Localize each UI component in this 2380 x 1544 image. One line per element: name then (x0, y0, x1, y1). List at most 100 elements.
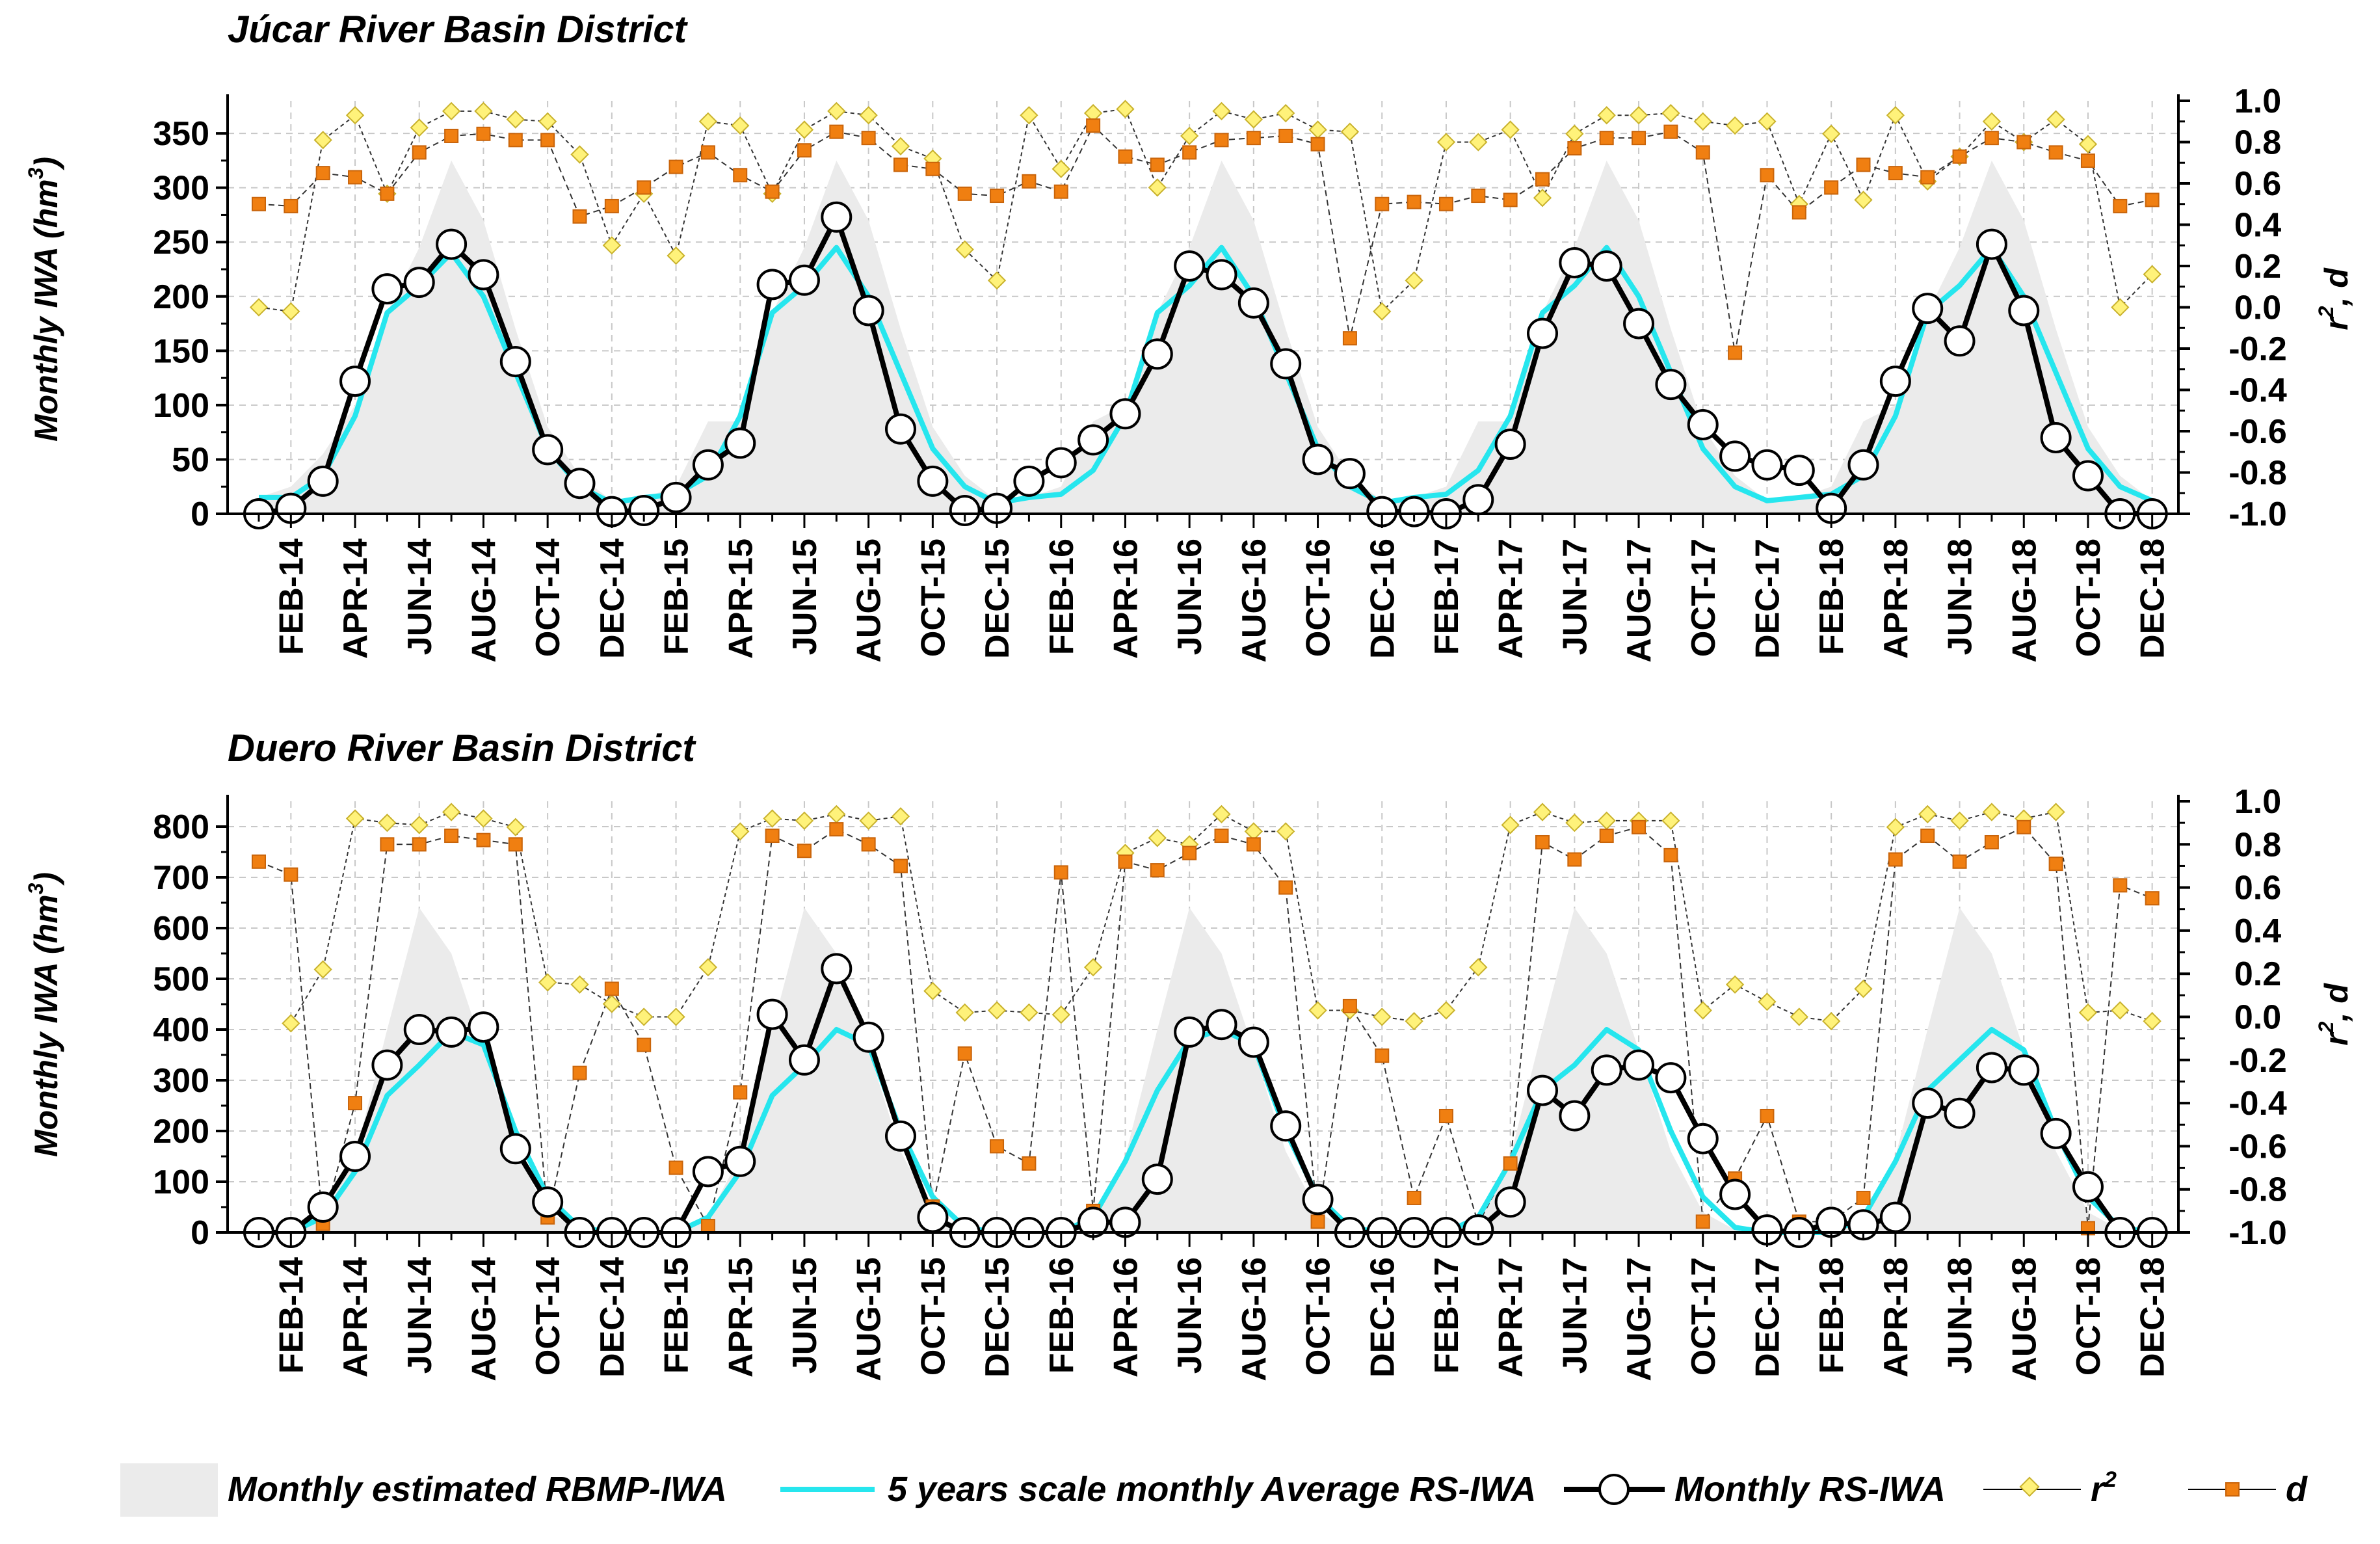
duero-rs-point-46 (1719, 1178, 1751, 1210)
jucar-rs-point-3 (339, 366, 371, 397)
jucar-xtick-label-12: FEB-16 (1043, 539, 1081, 655)
jucar-d-point-18 (829, 124, 844, 139)
jucar-r2-point-38 (1469, 133, 1488, 152)
duero-r2-point-8 (506, 818, 525, 836)
jucar-rs-point-30 (1206, 259, 1237, 291)
duero-d-point-23 (990, 1139, 1005, 1154)
jucar-d-point-16 (765, 184, 780, 199)
duero-rs-point-17 (788, 1044, 820, 1076)
jucar-r2-point-26 (1083, 103, 1103, 123)
jucar-rs-point-45 (1687, 408, 1719, 440)
duero-xtick-label-19: APR-17 (1492, 1257, 1530, 1378)
jucar-rs-point-33 (1302, 444, 1334, 475)
duero-d-point-33 (1310, 1214, 1325, 1229)
duero-ytick-label-4: 400 (153, 1011, 209, 1049)
jucar-d-point-57 (2080, 153, 2095, 168)
jucar-d-point-3 (348, 170, 363, 185)
jucar-title: Júcar River Basin District (228, 8, 689, 51)
jucar-r2-point-7 (474, 101, 493, 121)
duero-ytick-label-2: 200 (153, 1113, 209, 1151)
duero-r2-point-46 (1725, 975, 1745, 994)
duero-d-point-52 (1920, 829, 1935, 844)
duero-r2-point-10 (570, 975, 589, 994)
duero-r2-point-54 (1982, 803, 2002, 821)
jucar-rs-point-29 (1174, 250, 1206, 282)
duero-y2tick-label-9: 0.8 (2234, 826, 2281, 864)
jucar-ytick-label-6: 300 (153, 170, 209, 207)
duero-d-point-22 (957, 1046, 972, 1061)
duero-d-point-58 (2113, 878, 2128, 893)
jucar-r2-point-9 (538, 112, 557, 131)
jucar-d-point-5 (412, 145, 427, 160)
jucar-d-point-52 (1920, 170, 1935, 185)
jucar-xtick-label-11: DEC-15 (979, 539, 1016, 659)
jucar-rs-point-32 (1270, 348, 1302, 380)
jucar-r2-point-35 (1373, 302, 1392, 321)
duero-xtick-label-20: JUN-17 (1556, 1257, 1594, 1374)
jucar-rs-point-56 (2040, 422, 2072, 454)
jucar-rs-point-28 (1141, 338, 1173, 370)
jucar-r2-point-33 (1308, 120, 1327, 139)
jucar-ytick-label-5: 250 (153, 224, 209, 261)
duero-r2-point-12 (635, 1007, 654, 1026)
duero-rs-point-18 (821, 953, 853, 985)
jucar-rs-point-24 (1013, 465, 1045, 497)
duero-d-point-3 (348, 1096, 363, 1111)
duero-r2-point-58 (2111, 1001, 2130, 1020)
jucar-d-point-6 (444, 128, 459, 143)
duero-y2tick-label-1: -0.8 (2228, 1171, 2287, 1209)
jucar-d-point-13 (668, 159, 683, 174)
jucar-r2-point-54 (1982, 112, 2002, 131)
jucar-d-point-15 (733, 168, 748, 183)
jucar-r2-point-17 (795, 120, 814, 139)
duero-d-point-15 (733, 1085, 748, 1100)
duero-r2-point-3 (345, 809, 365, 828)
jucar-r2-point-50 (1854, 191, 1873, 209)
duero-r2-point-37 (1436, 1001, 1456, 1020)
jucar-r2-point-28 (1148, 178, 1167, 197)
jucar-rs-point-7 (468, 259, 499, 291)
jucar-xtick-label-6: FEB-15 (658, 539, 696, 655)
duero-r2-point-41 (1565, 814, 1584, 832)
jucar-rs-point-9 (532, 434, 564, 466)
duero-r2-point-50 (1854, 979, 1873, 998)
jucar-r2-point-30 (1212, 101, 1231, 121)
jucar-d-point-37 (1438, 196, 1453, 211)
duero-r2-point-56 (2046, 803, 2065, 821)
duero-rs-point-44 (1655, 1062, 1687, 1094)
duero-xtick-label-12: FEB-16 (1043, 1257, 1081, 1374)
jucar-xtick-label-8: JUN-15 (786, 539, 824, 655)
duero-xtick-label-25: APR-18 (1877, 1257, 1915, 1378)
duero-xtick-label-13: APR-16 (1107, 1257, 1144, 1378)
duero-y2tick-label-5: 0.0 (2234, 999, 2281, 1037)
jucar-d-point-12 (637, 180, 652, 195)
jucar-r2-point-10 (570, 145, 589, 164)
duero-xtick-label-9: AUG-15 (851, 1257, 888, 1381)
duero-xtick-label-29: DEC-18 (2134, 1257, 2172, 1378)
jucar-y2tick-label-1: -0.8 (2228, 455, 2287, 492)
duero-d-point-8 (508, 837, 523, 852)
jucar-d-point-44 (1663, 124, 1678, 139)
jucar-ytick-label-1: 50 (172, 441, 209, 479)
jucar-r2-point-1 (282, 302, 300, 321)
jucar-d-point-11 (604, 198, 619, 213)
duero-ytick-label-7: 700 (153, 859, 209, 897)
duero-r2-point-16 (763, 809, 782, 828)
jucar-rs-point-51 (1879, 366, 1911, 397)
duero-rs-point-19 (853, 1021, 884, 1053)
duero-r2-point-11 (602, 994, 621, 1013)
jucar-y2tick-label-2: -0.6 (2228, 413, 2287, 451)
jucar-rs-point-12 (628, 494, 660, 526)
duero-r2-point-35 (1373, 1007, 1392, 1026)
duero-rs-point-30 (1206, 1009, 1237, 1041)
duero-rs-point-53 (1944, 1097, 1976, 1129)
jucar-r2-point-46 (1725, 116, 1745, 135)
duero-xtick-label-7: APR-15 (722, 1257, 760, 1378)
jucar-rs-point-10 (564, 468, 596, 499)
jucar-r2-point-41 (1565, 124, 1584, 143)
jucar-r2-point-24 (1020, 106, 1038, 125)
duero-d-point-45 (1695, 1214, 1710, 1229)
jucar-r2-point-13 (667, 246, 685, 265)
jucar-rs-point-22 (949, 494, 981, 526)
duero-d-point-35 (1375, 1048, 1390, 1063)
